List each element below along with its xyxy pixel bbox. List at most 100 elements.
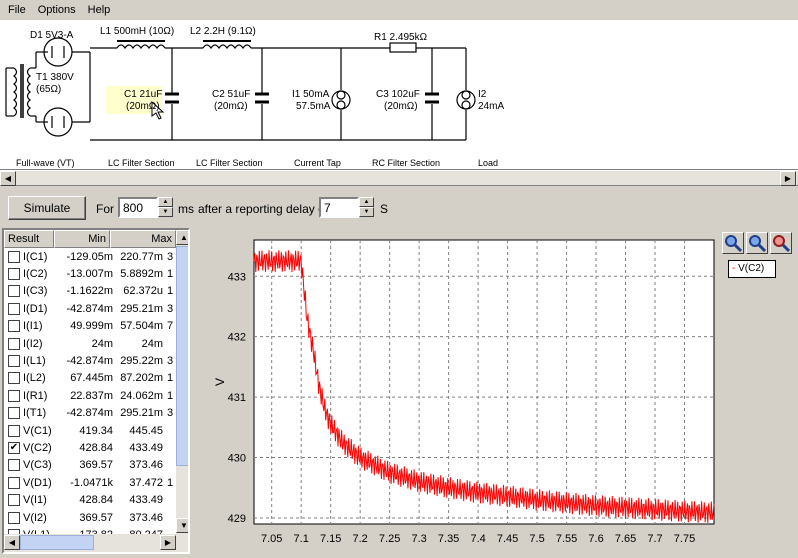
result-checkbox[interactable] [8, 459, 20, 472]
duration-input[interactable]: 800 [118, 197, 158, 218]
table-row[interactable]: ✔ V(C2) 428.84 433.49 [4, 439, 176, 456]
simulate-button[interactable]: Simulate [8, 196, 86, 220]
scroll-left-arrow-icon[interactable]: ◀ [0, 171, 16, 186]
results-horizontal-scrollbar[interactable]: ◀ ▶ [4, 534, 188, 552]
result-max: 295.21m [120, 407, 163, 420]
scroll-up-arrow-icon[interactable]: ▲ [176, 230, 188, 245]
y-tick-label: 433 [228, 271, 246, 283]
result-checkbox[interactable] [8, 424, 20, 437]
table-row[interactable]: V(C1) 419.34 445.45 [4, 422, 176, 439]
menu-options[interactable]: Options [37, 4, 76, 16]
result-checkbox[interactable] [8, 337, 20, 350]
scroll-right-arrow-icon[interactable]: ▶ [160, 535, 176, 550]
y-tick-label: 432 [228, 332, 246, 344]
result-min: 369.57 [79, 459, 113, 472]
label-d1[interactable]: D1 5V3-A [30, 30, 74, 41]
spin-down-icon[interactable]: ▼ [359, 207, 374, 217]
header-max[interactable]: Max [110, 230, 176, 248]
result-checkbox[interactable] [8, 354, 20, 367]
table-row[interactable]: I(C1) -129.05m 220.77m 3 [4, 248, 176, 265]
scroll-right-arrow-icon[interactable]: ▶ [780, 171, 796, 186]
table-row[interactable]: I(D1) -42.874m 295.21m 3 [4, 300, 176, 317]
table-row[interactable]: V(I2) 369.57 373.46 [4, 509, 176, 526]
table-row[interactable]: I(C3) -1.1622m 62.372u 1 [4, 283, 176, 300]
result-checkbox[interactable] [8, 407, 20, 420]
table-row[interactable]: V(C3) 369.57 373.46 [4, 457, 176, 474]
duration-spinner[interactable]: ▲ ▼ [158, 197, 173, 218]
zoom-out-icon[interactable] [770, 232, 792, 254]
result-checkbox[interactable] [8, 389, 20, 402]
header-result[interactable]: Result [4, 230, 54, 248]
mouse-cursor [151, 100, 165, 120]
label-r1[interactable]: R1 2.495kΩ [374, 32, 428, 43]
inductor-l2 [202, 44, 252, 50]
current-source-i1 [331, 90, 351, 110]
x-tick-label: 7.3 [411, 533, 426, 545]
schematic-canvas[interactable]: D1 5V3-A T1 380V (65Ω) L1 500mH (10Ω) L2… [0, 20, 798, 170]
x-tick-label: 7.55 [556, 533, 577, 545]
result-checkbox[interactable] [8, 250, 20, 263]
result-checkbox[interactable] [8, 476, 20, 489]
result-extra: 7 [167, 320, 173, 333]
label-l1[interactable]: L1 500mH (10Ω) [100, 26, 175, 37]
scroll-down-arrow-icon[interactable]: ▼ [176, 518, 188, 533]
result-checkbox[interactable] [8, 494, 20, 507]
result-extra: 1 [167, 389, 173, 402]
delay-input[interactable]: 7 [319, 197, 359, 218]
result-checkbox[interactable] [8, 285, 20, 298]
voltage-chart[interactable]: 7.05 7.1 7.15 7.2 7.25 7.3 7.35 7.4 7.45 7.5 7.55 7… [196, 228, 726, 554]
menu-help[interactable]: Help [87, 4, 111, 16]
result-checkbox[interactable]: ✔ [8, 441, 20, 454]
label-c2[interactable]: C2 51uF [212, 89, 251, 100]
table-row[interactable]: V(D1) -1.0471k 37.472 1 [4, 474, 176, 491]
table-row[interactable]: I(T1) -42.874m 295.21m 3 [4, 405, 176, 422]
scroll-left-arrow-icon[interactable]: ◀ [4, 535, 20, 550]
delay-spinner[interactable]: ▲ ▼ [359, 197, 374, 218]
result-name: I(D1) [23, 302, 48, 315]
result-checkbox[interactable] [8, 267, 20, 280]
result-max: 87.202m [120, 372, 163, 385]
table-row[interactable]: I(R1) 22.837m 24.062m 1 [4, 387, 176, 404]
label-i1[interactable]: I1 50mA [292, 89, 330, 100]
seconds-label: S [380, 202, 389, 216]
label-t1[interactable]: T1 380V [36, 72, 74, 83]
result-checkbox[interactable] [8, 511, 20, 524]
spin-down-icon[interactable]: ▼ [158, 207, 173, 217]
zoom-in-alt-icon[interactable] [746, 232, 768, 254]
result-min: -13.007m [66, 267, 113, 280]
label-l2[interactable]: L2 2.2H (9.1Ω) [190, 26, 256, 37]
table-row[interactable]: I(L2) 67.445m 87.202m 1 [4, 370, 176, 387]
x-tick-label: 7.15 [320, 533, 341, 545]
result-max: 373.46 [129, 511, 163, 524]
table-row[interactable]: V(I1) 428.84 433.49 [4, 492, 176, 509]
label-i2[interactable]: I2 [478, 89, 487, 100]
legend-series-name: V(C2) [738, 263, 765, 274]
result-extra: 1 [167, 476, 173, 489]
table-row[interactable]: I(L1) -42.874m 295.22m 3 [4, 352, 176, 369]
scroll-thumb[interactable] [20, 535, 94, 550]
label-c1[interactable]: C1 21uF [124, 89, 163, 100]
for-label: For [96, 202, 114, 216]
label-c3[interactable]: C3 102uF [376, 89, 420, 100]
table-row[interactable]: I(I1) 49.999m 57.504m 7 [4, 318, 176, 335]
series-line-v-c2 [253, 250, 715, 523]
table-row[interactable]: I(I2) 24m 24m [4, 335, 176, 352]
table-row[interactable]: I(C2) -13.007m 5.8892m 1 [4, 265, 176, 282]
result-checkbox[interactable] [8, 320, 20, 333]
schematic-scrollbar[interactable]: ◀ ▶ [0, 170, 798, 186]
results-vertical-scrollbar[interactable]: ▲ ▼ [176, 230, 188, 534]
result-checkbox[interactable] [8, 302, 20, 315]
result-name: I(R1) [23, 389, 48, 402]
section-lc-filter-2: LC Filter Section [196, 158, 263, 168]
spin-up-icon[interactable]: ▲ [359, 197, 374, 207]
spin-up-icon[interactable]: ▲ [158, 197, 173, 207]
header-min[interactable]: Min [54, 230, 110, 248]
x-tick-label: 7.35 [438, 533, 459, 545]
result-extra: 3 [167, 250, 173, 263]
scroll-thumb[interactable] [176, 246, 188, 466]
zoom-in-icon[interactable] [722, 232, 744, 254]
x-tick-label: 7.45 [497, 533, 518, 545]
results-list[interactable]: Result Min Max I(C1) -129.05m 220.77m 3 I(C2… [2, 228, 190, 554]
menu-file[interactable]: File [8, 4, 26, 16]
result-checkbox[interactable] [8, 372, 20, 385]
